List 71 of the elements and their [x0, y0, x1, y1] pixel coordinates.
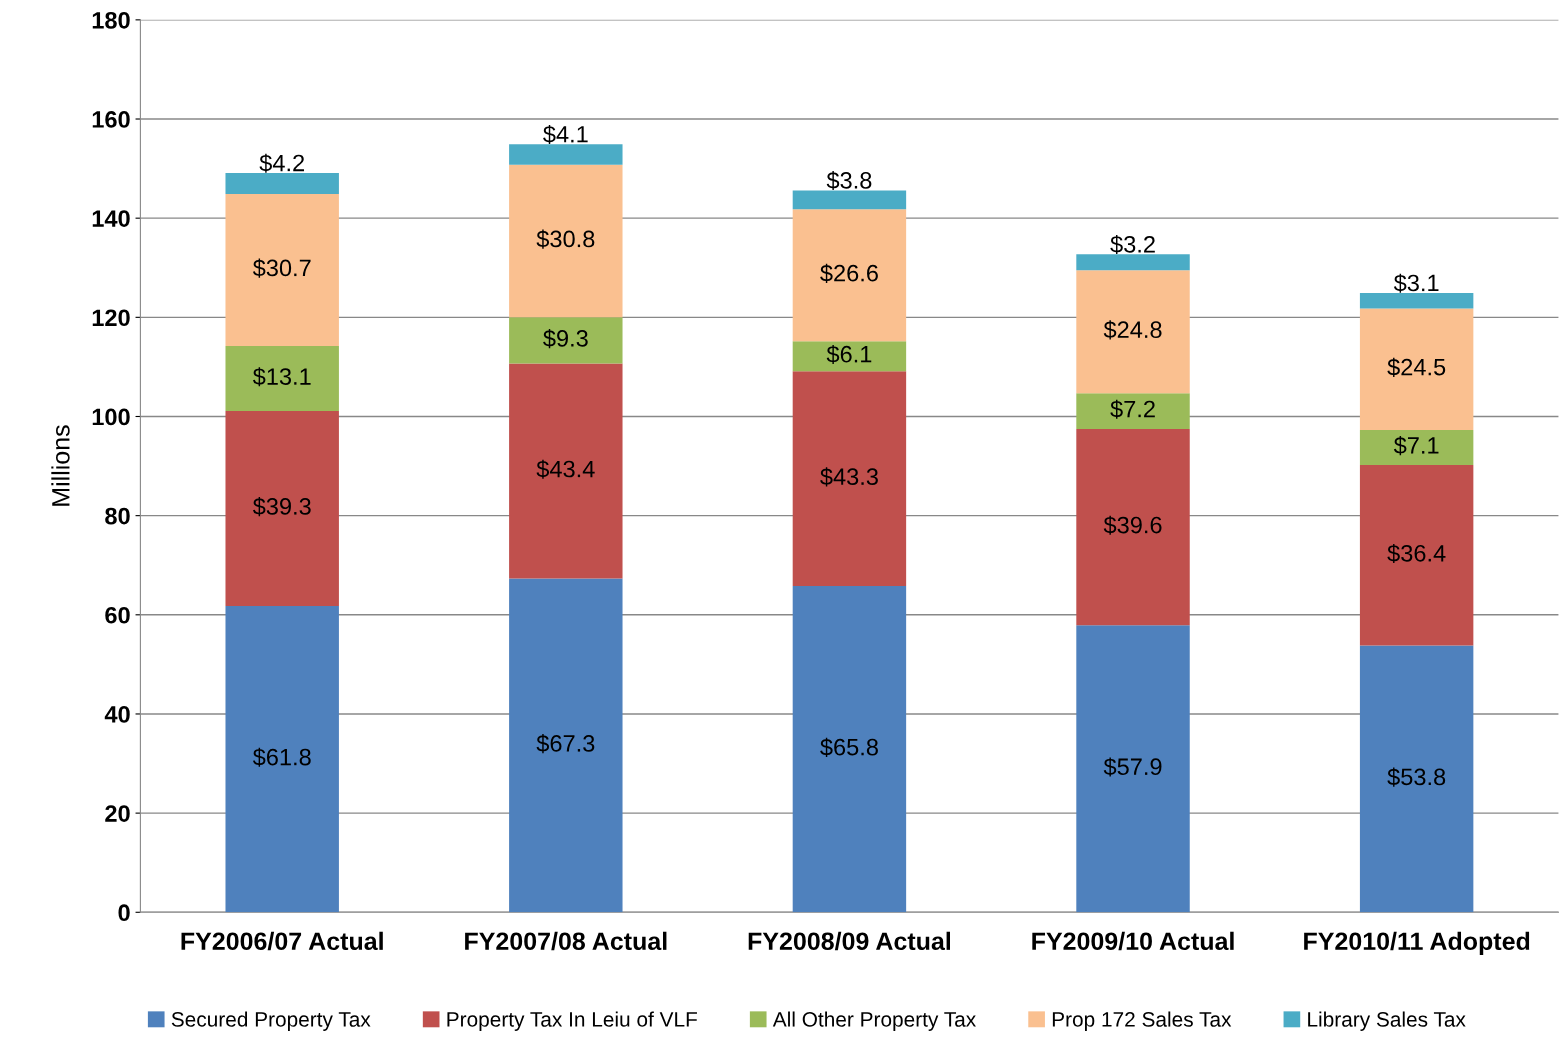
bar	[225, 346, 339, 412]
data-label: $7.1	[1393, 436, 1439, 456]
y-tick-label: 40	[104, 706, 130, 723]
bar	[1076, 625, 1190, 913]
data-label: $61.8	[252, 747, 311, 767]
y-tick-label: 180	[92, 11, 130, 29]
bar	[509, 317, 623, 364]
data-label: $43.3	[820, 467, 878, 487]
legend-label: All Other Property Tax	[772, 1011, 976, 1031]
bar	[1359, 293, 1474, 309]
y-tick-label: 60	[105, 606, 130, 624]
data-label: $43.4	[536, 459, 595, 479]
bar	[792, 209, 907, 342]
bar	[225, 193, 339, 347]
x-tick-label: FY2010/11 Adopted	[1304, 931, 1530, 956]
data-label: $39.6	[1103, 515, 1162, 535]
legend-label: Prop 172 Sales Tax	[1052, 1011, 1232, 1031]
y-tick-label: 80	[105, 507, 130, 525]
bar	[1359, 465, 1474, 646]
bar	[1359, 645, 1474, 913]
bar	[509, 363, 623, 579]
y-tick-label: 0	[118, 904, 130, 922]
legend-label: Property Tax In Leiu of VLF	[447, 1011, 697, 1031]
bar	[792, 341, 907, 372]
bar	[1076, 393, 1190, 429]
x-tick-label: FY2008/09 Actual	[748, 931, 951, 951]
bar	[509, 144, 623, 165]
bar	[225, 605, 339, 913]
y-tick-label: 140	[92, 210, 130, 227]
bar	[792, 190, 907, 210]
y-tick-label: 20	[105, 805, 130, 822]
bar	[1076, 254, 1190, 271]
data-label: $39.3	[252, 497, 311, 517]
bar	[225, 173, 339, 194]
data-label: $4.2	[259, 153, 304, 173]
bar	[225, 411, 339, 606]
data-label: $65.8	[820, 737, 878, 757]
data-label: $24.8	[1103, 320, 1162, 340]
data-label: $3.1	[1393, 273, 1439, 293]
x-tick-label: FY2009/10 Actual	[1032, 931, 1234, 951]
bar	[1076, 428, 1190, 626]
bar	[1359, 429, 1474, 466]
legend-label: Secured Property Tax	[171, 1011, 371, 1031]
data-label: $3.8	[826, 171, 872, 191]
data-label: $4.1	[543, 124, 588, 145]
bar	[509, 164, 623, 318]
legend-label: Library Sales Tax	[1308, 1011, 1466, 1031]
y-axis-title: Millions	[51, 425, 70, 506]
y-tick-label: 120	[92, 309, 130, 327]
bar	[792, 371, 907, 587]
data-label: $24.5	[1387, 357, 1446, 377]
data-label: $30.8	[536, 229, 595, 249]
bar	[509, 578, 623, 913]
data-label: $9.3	[543, 329, 588, 349]
data-label: $26.6	[820, 263, 878, 283]
data-label: $57.9	[1103, 757, 1162, 777]
data-label: $3.2	[1110, 234, 1155, 255]
data-label: $7.2	[1110, 399, 1155, 419]
bar	[1359, 308, 1474, 430]
x-tick-label: FY2006/07 Actual	[181, 931, 383, 951]
data-label: $13.1	[252, 367, 311, 387]
x-tick-label: FY2007/08 Actual	[465, 931, 667, 951]
data-label: $67.3	[536, 734, 595, 754]
data-label: $53.8	[1387, 767, 1446, 787]
data-label: $36.4	[1387, 543, 1446, 564]
data-label: $6.1	[826, 344, 872, 364]
y-tick-label: 100	[92, 408, 130, 426]
bar	[1076, 270, 1190, 394]
y-tick-label: 160	[92, 111, 130, 128]
bar	[792, 586, 907, 913]
data-label: $30.7	[252, 258, 311, 278]
